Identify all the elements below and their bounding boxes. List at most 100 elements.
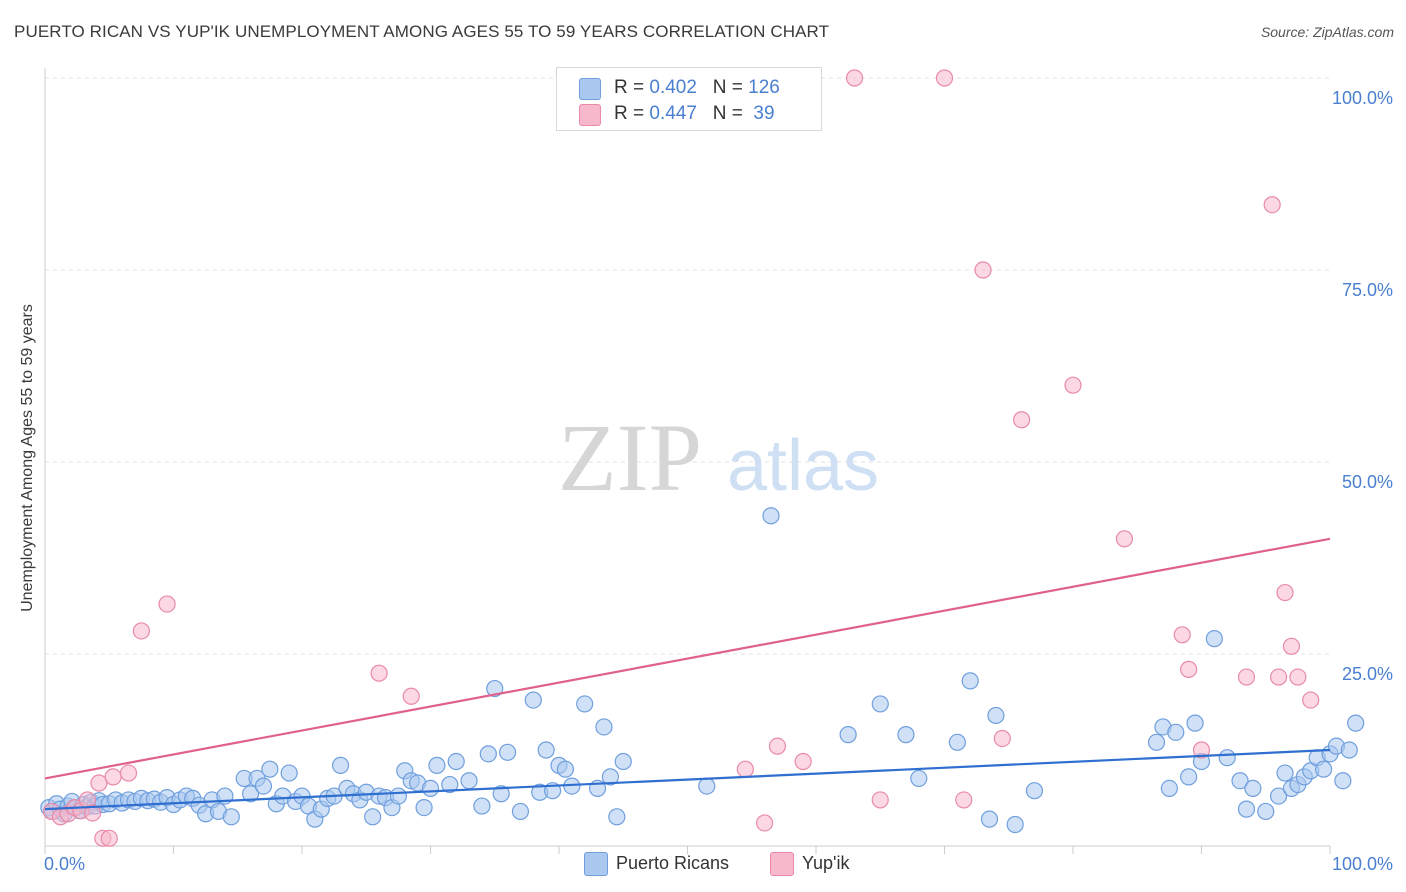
puerto-rican-point xyxy=(222,808,240,826)
puerto-rican-point xyxy=(897,726,915,744)
legend-text: R = 0.447 N = 39 xyxy=(614,103,775,125)
yupik-point xyxy=(993,729,1011,748)
puerto-rican-point xyxy=(492,785,510,803)
yupik-point xyxy=(1115,530,1134,548)
bottom-legend-swatch-blue xyxy=(584,852,608,876)
tick-layer: 25.0% 50.0% 75.0% 100.0% 0.0% 100.0% xyxy=(44,88,1393,874)
yupik-point xyxy=(768,737,787,755)
puerto-rican-point xyxy=(447,752,465,771)
yupik-point xyxy=(104,768,122,786)
correlation-legend: R = 0.402 N = 126 R = 0.447 N = 39 xyxy=(556,67,822,131)
yupik-point xyxy=(974,261,992,279)
puerto-rican-point xyxy=(331,756,350,774)
yupik-point xyxy=(119,764,138,782)
yupik-point xyxy=(1064,376,1082,394)
bottom-legend-label: Yup'ik xyxy=(802,853,850,873)
y-tick-label: 100.0% xyxy=(1332,88,1393,108)
puerto-rican-point xyxy=(1340,741,1358,759)
yupik-point xyxy=(1173,626,1191,644)
yupik-point xyxy=(871,791,889,809)
puerto-rican-point xyxy=(1205,630,1223,648)
source-label: Source: ZipAtlas.com xyxy=(1260,24,1394,40)
puerto-rican-point xyxy=(486,679,504,698)
bottom-legend-swatch-pink xyxy=(770,852,794,876)
puerto-rican-point xyxy=(1025,782,1044,800)
puerto-rican-point xyxy=(441,775,459,794)
yupik-point xyxy=(755,814,774,832)
yupik-point xyxy=(1276,583,1294,602)
puerto-rican-point xyxy=(254,777,273,795)
puerto-rican-point xyxy=(1218,749,1236,767)
legend-n-label: N = xyxy=(712,77,749,98)
puerto-rican-point xyxy=(839,726,857,744)
yupik-point xyxy=(1237,668,1256,686)
puerto-rican-point xyxy=(415,798,433,817)
legend-r-label: R = xyxy=(614,103,650,124)
puerto-rican-point xyxy=(1334,772,1352,790)
legend-r-value: 0.402 xyxy=(649,77,697,98)
bottom-legend-label: Puerto Ricans xyxy=(616,853,730,873)
yupik-point xyxy=(935,69,954,87)
puerto-rican-point xyxy=(576,695,594,713)
legend-r-label: R = xyxy=(614,77,650,98)
puerto-rican-point xyxy=(479,745,497,763)
puerto-rican-point xyxy=(948,733,966,751)
y-tick-label: 25.0% xyxy=(1342,664,1393,684)
puerto-rican-point xyxy=(1180,768,1198,786)
puerto-rican-point xyxy=(1160,779,1178,798)
puerto-rican-point xyxy=(421,779,440,798)
puerto-rican-point xyxy=(280,764,298,782)
legend-n-value: 126 xyxy=(748,77,780,98)
puerto-rican-point xyxy=(980,810,999,828)
legend-swatch-pink xyxy=(579,104,601,126)
yupik-point xyxy=(845,69,864,87)
yupik-point xyxy=(90,774,108,792)
puerto-rican-point xyxy=(460,772,478,790)
puerto-rican-point xyxy=(1257,802,1275,821)
yupik-point xyxy=(1269,668,1288,686)
puerto-rican-point xyxy=(1244,779,1262,798)
puerto-rican-point xyxy=(524,691,542,709)
puerto-rican-point xyxy=(762,507,780,525)
x-tick-label: 0.0% xyxy=(44,854,85,874)
yupik-point xyxy=(955,791,973,809)
puerto-rican-point xyxy=(1147,733,1166,751)
yupik-point xyxy=(158,595,176,613)
puerto-rican-point xyxy=(1269,787,1288,805)
yupik-point xyxy=(1192,741,1211,759)
puerto-rican-point xyxy=(261,760,279,778)
puerto-rican-point xyxy=(614,752,632,771)
puerto-rican-point xyxy=(1237,800,1256,818)
puerto-rican-point xyxy=(1314,760,1333,778)
puerto-rican-point xyxy=(537,741,555,759)
y-tick-label: 75.0% xyxy=(1342,280,1393,300)
watermark-zip: ZIP xyxy=(558,404,702,511)
legend-text: R = 0.402 N = 126 xyxy=(614,77,780,99)
puerto-rican-point xyxy=(871,695,889,713)
puerto-rican-point xyxy=(1276,764,1294,782)
yupik-point xyxy=(736,760,754,778)
chart-title: PUERTO RICAN VS YUP'IK UNEMPLOYMENT AMON… xyxy=(14,22,830,41)
points-layer xyxy=(40,69,1365,847)
x-tick-label: 100.0% xyxy=(1332,854,1393,874)
yupik-point xyxy=(1012,411,1031,429)
puerto-rican-point xyxy=(1347,714,1365,732)
puerto-rican-trendline xyxy=(44,748,1331,811)
y-tick-label: 50.0% xyxy=(1342,472,1393,492)
puerto-rican-point xyxy=(595,718,613,736)
watermark: ZIP atlas xyxy=(558,404,879,511)
puerto-rican-point xyxy=(961,672,979,690)
puerto-rican-point xyxy=(364,808,382,826)
legend-n-label: N = xyxy=(712,103,749,124)
puerto-rican-point xyxy=(511,802,530,821)
watermark-atlas: atlas xyxy=(727,426,879,506)
yupik-point xyxy=(1282,637,1301,655)
yupik-point xyxy=(402,687,420,705)
legend-swatch-blue xyxy=(579,78,601,100)
puerto-rican-point xyxy=(698,777,716,795)
legend-r-value: 0.447 xyxy=(649,103,697,124)
yupik-point xyxy=(1263,196,1281,214)
yupik-point xyxy=(1289,668,1307,686)
puerto-rican-point xyxy=(608,808,626,826)
